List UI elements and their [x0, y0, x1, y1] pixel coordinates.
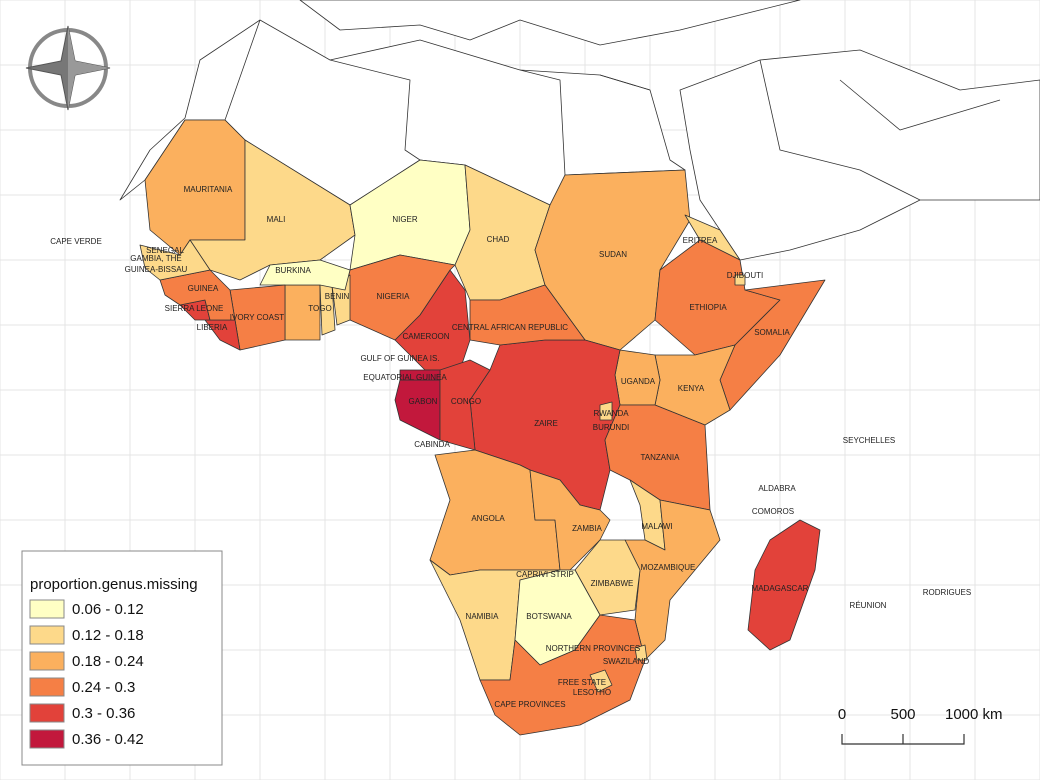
country-label: SEYCHELLES — [843, 436, 895, 445]
scale-label: 1000 km — [945, 706, 1003, 723]
legend-swatch — [29, 703, 65, 723]
legend-swatch — [29, 677, 65, 697]
legend-label: 0.18 - 0.24 — [72, 653, 144, 670]
country-label: SENEGAL — [146, 246, 184, 255]
country-label: ZAIRE — [534, 419, 558, 428]
country — [394, 379, 441, 441]
country-label: LESOTHO — [573, 688, 611, 697]
legend: proportion.genus.missing 0.06 - 0.12 0.12… — [21, 550, 223, 766]
scale-label: 500 — [890, 706, 915, 723]
country-label: MALAWI — [641, 522, 672, 531]
country — [469, 284, 586, 346]
country-label: MADAGASCAR — [752, 584, 809, 593]
country-label: LIBERIA — [197, 323, 228, 332]
country-label: SOMALIA — [754, 328, 790, 337]
base-map — [119, 0, 1040, 261]
legend-swatch — [29, 599, 65, 619]
country-label: NIGERIA — [377, 292, 411, 301]
legend-title: proportion.genus.missing — [30, 576, 198, 593]
country-label: NIGER — [392, 215, 418, 224]
legend-label: 0.24 - 0.3 — [72, 679, 135, 696]
country-label: MOZAMBIQUE — [641, 563, 696, 572]
country-label: BOTSWANA — [526, 612, 572, 621]
scale-line — [841, 734, 965, 745]
country-label: NORTHERN PROVINCES — [546, 644, 641, 653]
country-label: ZAMBIA — [572, 524, 602, 533]
country-label: CAPRIVI STRIP — [516, 570, 574, 579]
country-label: CONGO — [451, 397, 481, 406]
country — [634, 644, 648, 661]
country-label: BURUNDI — [593, 423, 629, 432]
country-label: MALI — [267, 215, 286, 224]
country-label: ERITREA — [683, 236, 718, 245]
compass — [25, 25, 111, 111]
country-label: SUDAN — [599, 250, 627, 259]
country-label: SWAZILAND — [603, 657, 650, 666]
country-label: MAURITANIA — [184, 185, 233, 194]
legend-label: 0.3 - 0.36 — [72, 705, 135, 722]
country — [589, 669, 613, 693]
country-label: RODRIGUES — [923, 588, 971, 597]
country — [734, 274, 746, 286]
country-label: TOGO — [308, 304, 331, 313]
country — [159, 269, 236, 321]
country-label: CAPE VERDE — [50, 237, 102, 246]
country-label: ETHIOPIA — [689, 303, 727, 312]
country-label: TANZANIA — [641, 453, 681, 462]
country-label: GUINEA-BISSAU — [125, 265, 188, 274]
legend-label: 0.06 - 0.12 — [72, 601, 144, 618]
country-label: CAPE PROVINCES — [494, 700, 565, 709]
scale-bar: 0 500 1000 km — [838, 706, 1003, 745]
countries — [139, 119, 826, 736]
country-label: FREE STATE — [558, 678, 606, 687]
country-label: CHAD — [487, 235, 510, 244]
compass-shade — [26, 26, 110, 110]
country-label: IVORY COAST — [230, 313, 285, 322]
country-label: GAMBIA, THE — [130, 254, 181, 263]
asia-borders — [759, 59, 1001, 201]
country-label: CAMEROON — [402, 332, 449, 341]
country — [139, 239, 211, 281]
country-label: EQUATORIAL GUINEA — [363, 373, 447, 382]
country-label: ALDABRA — [758, 484, 796, 493]
country — [439, 359, 491, 451]
legend-swatch — [29, 625, 65, 645]
country-label: SIERRA LEONE — [165, 304, 224, 313]
country — [259, 259, 351, 291]
labels: MAURITANIA MALI NIGER CHAD SUDAN ERITREA DJIBO… — [50, 185, 971, 709]
country-label: BENIN — [325, 292, 350, 301]
country — [479, 614, 646, 736]
country — [399, 369, 441, 381]
country-label: RÉUNION — [850, 601, 887, 610]
scale-label: 0 — [838, 706, 846, 723]
country-label: NAMIBIA — [466, 612, 500, 621]
country-label: RWANDA — [593, 409, 629, 418]
country-label: UGANDA — [621, 377, 656, 386]
legend-swatch — [29, 651, 65, 671]
country-label: ZIMBABWE — [591, 579, 634, 588]
country-label: COMOROS — [752, 507, 794, 516]
north-borders — [224, 19, 651, 176]
country-label: GUINEA — [188, 284, 219, 293]
legend-label: 0.12 - 0.18 — [72, 627, 144, 644]
legend-label: 0.36 - 0.42 — [72, 731, 144, 748]
legend-swatch — [29, 729, 65, 749]
country — [599, 401, 613, 421]
country-label: DJIBOUTI — [727, 271, 763, 280]
country-label: GABON — [409, 397, 438, 406]
country-label: CENTRAL AFRICAN REPUBLIC — [452, 323, 568, 332]
country-label: CABINDA — [414, 440, 450, 449]
country-label: BURKINA — [275, 266, 311, 275]
country-label: GULF OF GUINEA IS. — [360, 354, 439, 363]
country-label: KENYA — [678, 384, 705, 393]
country-label: ANGOLA — [471, 514, 505, 523]
country — [747, 519, 821, 651]
